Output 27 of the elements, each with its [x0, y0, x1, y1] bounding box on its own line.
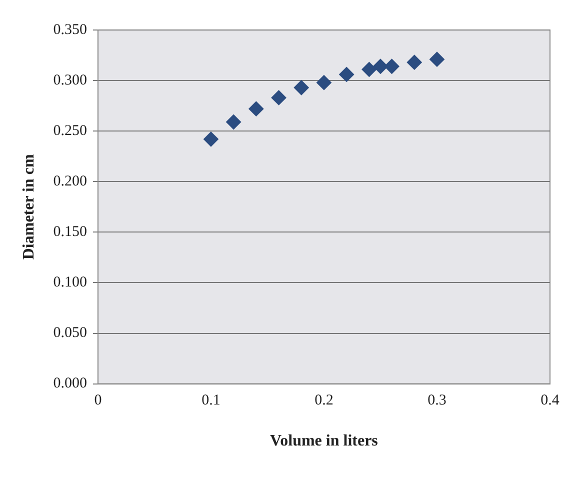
- x-tick-label: 0.2: [314, 392, 334, 409]
- y-tick-label: 0.150: [53, 224, 87, 240]
- y-tick-label: 0.250: [53, 123, 87, 140]
- x-tick-label: 0.3: [428, 392, 446, 409]
- x-tick-label: 0.1: [202, 392, 220, 409]
- x-tick-label: 0: [94, 392, 102, 409]
- point: [226, 114, 242, 130]
- point: [339, 66, 354, 82]
- point: [316, 75, 332, 90]
- point: [248, 101, 264, 116]
- point: [294, 80, 309, 96]
- y-tick-label: 0.100: [53, 274, 87, 291]
- y-tick-label: 0.350: [53, 22, 87, 38]
- point: [271, 90, 286, 106]
- y-tick-label: 0.200: [53, 174, 87, 190]
- point: [384, 58, 400, 74]
- point: [362, 62, 377, 77]
- point: [372, 58, 388, 74]
- x-axis-title: Volume in liters: [270, 432, 378, 450]
- point: [203, 132, 218, 147]
- y-tick-label: 0.000: [53, 376, 87, 392]
- y-tick-label: 0.300: [53, 72, 87, 88]
- x-tick-label: 0.4: [540, 392, 560, 409]
- point: [406, 54, 422, 70]
- point: [429, 52, 444, 67]
- y-axis-title: Diameter in cm: [20, 154, 38, 260]
- y-tick-label: 0.050: [53, 325, 87, 342]
